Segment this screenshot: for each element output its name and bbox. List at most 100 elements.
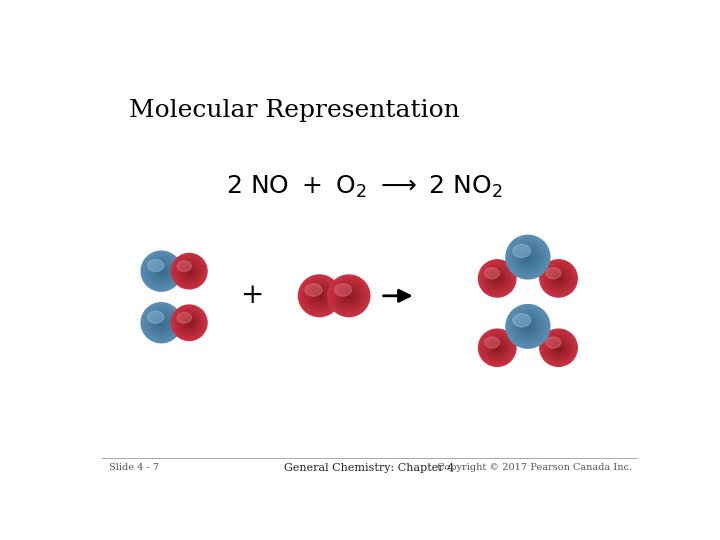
Ellipse shape (492, 273, 503, 284)
Ellipse shape (184, 317, 195, 329)
Ellipse shape (541, 331, 575, 364)
Ellipse shape (509, 238, 547, 276)
Ellipse shape (145, 255, 177, 287)
Ellipse shape (179, 312, 200, 333)
Ellipse shape (184, 266, 194, 276)
Ellipse shape (508, 237, 549, 278)
Ellipse shape (161, 271, 162, 272)
Ellipse shape (549, 338, 569, 357)
Ellipse shape (301, 278, 338, 314)
Ellipse shape (347, 294, 351, 298)
Ellipse shape (493, 343, 502, 352)
Ellipse shape (508, 307, 548, 346)
Ellipse shape (180, 262, 198, 280)
Ellipse shape (513, 245, 531, 258)
Ellipse shape (159, 321, 163, 325)
Ellipse shape (558, 347, 559, 348)
Ellipse shape (544, 264, 573, 293)
Ellipse shape (510, 239, 546, 275)
Ellipse shape (544, 333, 574, 363)
Ellipse shape (181, 263, 197, 279)
Ellipse shape (157, 267, 166, 275)
Ellipse shape (147, 308, 176, 338)
Ellipse shape (332, 279, 366, 313)
Ellipse shape (546, 337, 561, 348)
Ellipse shape (305, 284, 322, 296)
Ellipse shape (548, 337, 569, 358)
Ellipse shape (181, 314, 197, 331)
Ellipse shape (171, 305, 207, 340)
Ellipse shape (485, 336, 509, 360)
Ellipse shape (543, 263, 574, 294)
Ellipse shape (336, 282, 362, 309)
Ellipse shape (313, 289, 325, 302)
Ellipse shape (545, 334, 572, 361)
Ellipse shape (300, 276, 340, 316)
Ellipse shape (520, 249, 536, 265)
Ellipse shape (176, 309, 203, 336)
Ellipse shape (525, 323, 531, 329)
Ellipse shape (182, 264, 197, 278)
Ellipse shape (155, 316, 168, 329)
Ellipse shape (184, 318, 194, 327)
Ellipse shape (144, 306, 179, 340)
Ellipse shape (549, 339, 568, 357)
Ellipse shape (553, 273, 564, 284)
Ellipse shape (487, 268, 508, 289)
Ellipse shape (188, 321, 190, 324)
Ellipse shape (484, 265, 511, 292)
Ellipse shape (523, 321, 533, 332)
Ellipse shape (173, 307, 205, 339)
Ellipse shape (318, 294, 322, 298)
Text: $2\ \mathrm{NO}\ +\ \mathrm{O}_2\ \longrightarrow\ 2\ \mathrm{NO}_2$: $2\ \mathrm{NO}\ +\ \mathrm{O}_2\ \longr… (225, 173, 503, 200)
Ellipse shape (180, 262, 199, 281)
Ellipse shape (545, 265, 572, 292)
Ellipse shape (179, 261, 199, 281)
Text: Molecular Representation: Molecular Representation (129, 99, 459, 123)
Ellipse shape (480, 261, 515, 296)
Ellipse shape (183, 265, 196, 278)
Ellipse shape (523, 252, 533, 262)
Ellipse shape (488, 339, 507, 357)
Ellipse shape (302, 279, 336, 313)
Ellipse shape (511, 309, 545, 343)
Ellipse shape (541, 261, 576, 296)
Ellipse shape (488, 339, 506, 356)
Ellipse shape (483, 264, 512, 293)
Ellipse shape (181, 315, 197, 330)
Ellipse shape (544, 334, 573, 362)
Ellipse shape (542, 332, 575, 364)
Ellipse shape (508, 306, 549, 347)
Ellipse shape (348, 295, 349, 296)
Ellipse shape (312, 289, 326, 303)
Ellipse shape (541, 330, 576, 365)
Ellipse shape (153, 262, 170, 280)
Ellipse shape (557, 276, 560, 280)
Ellipse shape (143, 253, 180, 290)
Ellipse shape (491, 341, 503, 354)
Ellipse shape (148, 258, 175, 285)
Ellipse shape (187, 321, 191, 325)
Ellipse shape (523, 322, 532, 331)
Ellipse shape (496, 277, 498, 280)
Ellipse shape (496, 347, 498, 349)
Ellipse shape (550, 340, 567, 356)
Ellipse shape (516, 315, 539, 338)
Ellipse shape (148, 260, 163, 272)
Ellipse shape (482, 263, 513, 294)
Ellipse shape (303, 280, 336, 312)
Ellipse shape (484, 334, 511, 361)
Ellipse shape (484, 266, 510, 292)
Ellipse shape (173, 306, 206, 339)
Ellipse shape (172, 254, 207, 288)
Ellipse shape (156, 265, 167, 277)
Ellipse shape (178, 312, 200, 334)
Ellipse shape (147, 256, 176, 286)
Ellipse shape (481, 262, 513, 294)
Ellipse shape (488, 269, 507, 288)
Ellipse shape (331, 279, 366, 313)
Ellipse shape (173, 255, 206, 288)
Ellipse shape (185, 319, 194, 327)
Ellipse shape (520, 319, 536, 334)
Ellipse shape (145, 306, 178, 340)
